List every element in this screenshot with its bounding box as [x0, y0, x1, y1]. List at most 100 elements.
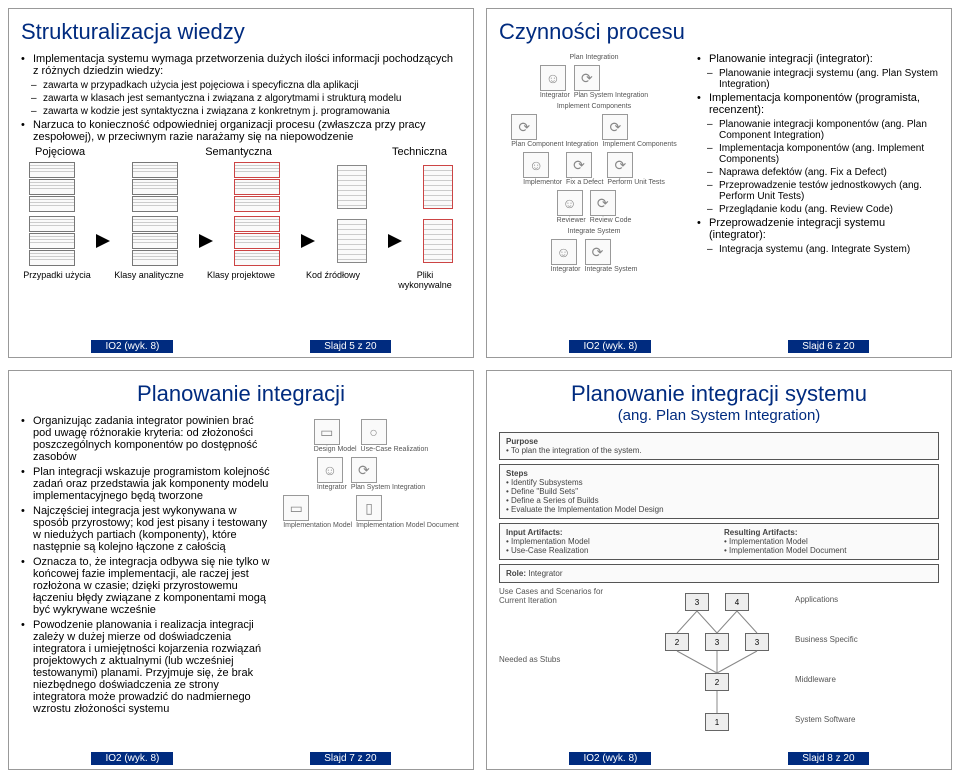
step: Evaluate the Implementation Model Design [511, 505, 664, 514]
step: Define a Series of Builds [511, 496, 599, 505]
arrow-right-icon [96, 234, 110, 248]
slide-footer: IO2 (wyk. 8) Slajd 8 z 20 [487, 752, 951, 765]
activity-icon: ⟳ [566, 152, 592, 178]
sub-bullet: Planowanie integracji systemu (ang. Plan… [697, 68, 939, 90]
doc-icon [423, 219, 453, 263]
artifacts-panel: Input Artifacts: • Implementation Model … [499, 523, 939, 560]
sub-bullet: Integracja systemu (ang. Integrate Syste… [697, 244, 939, 255]
slide-planowanie-integracji: Planowanie integracji Organizując zadani… [8, 370, 474, 770]
label: Klasy projektowe [205, 270, 277, 290]
doc-icon [337, 219, 367, 263]
label: Needed as Stubs [499, 655, 619, 664]
activity-icon: ⟳ [511, 114, 537, 140]
slide-czynnosci: Czynności procesu Plan Integration ☺Inte… [486, 8, 952, 358]
activity-icon: ⟳ [607, 152, 633, 178]
edges-icon [625, 593, 939, 743]
sub-bullet: Naprawa defektów (ang. Fix a Defect) [697, 167, 939, 178]
bullet: Organizując zadania integrator powinien … [21, 415, 273, 463]
arrow-right-icon [199, 234, 213, 248]
activity-icon: ⟳ [585, 239, 611, 265]
node-icon: 3 [685, 593, 709, 611]
sub-bullet: Przeglądanie kodu (ang. Review Code) [697, 204, 939, 215]
bullet: Narzuca to konieczność odpowiedniej orga… [21, 119, 461, 143]
footer-right: Slajd 8 z 20 [788, 752, 868, 765]
bullet: Powodzenie planowania i realizacja integ… [21, 619, 273, 715]
bullet: Implementacja komponentów (programista, … [697, 92, 939, 116]
document-icon: ▯ [356, 495, 382, 521]
layer-label: Middleware [795, 675, 836, 684]
bullet: Implementacja systemu wymaga przetworzen… [21, 53, 461, 77]
label: Kod źródłowy [297, 270, 369, 290]
subtitle-text: (ang. Plan System Integration) [499, 407, 939, 424]
footer-left: IO2 (wyk. 8) [91, 752, 173, 765]
wf-heading: Implement Components [499, 103, 689, 110]
column-headers: Pojęciowa Semantyczna Techniczna [35, 146, 447, 158]
label: Przypadki użycia [21, 270, 93, 290]
role-panel: Role: Integrator [499, 564, 939, 583]
activity-icon: ⟳ [590, 190, 616, 216]
slide-footer: IO2 (wyk. 8) Slajd 5 z 20 [9, 340, 473, 353]
panel-heading: Steps [506, 469, 528, 478]
footer-left: IO2 (wyk. 8) [569, 340, 651, 353]
artifact-icon: ○ [361, 419, 387, 445]
slide-title: Planowanie integracji [21, 381, 461, 407]
sub-bullet: Przeprowadzenie testów jednostkowych (an… [697, 180, 939, 202]
bullet: Przeprowadzenie integracji systemu (inte… [697, 217, 939, 241]
artifact-icon: ▭ [314, 419, 340, 445]
panel-heading: Role: [506, 569, 526, 578]
arrow-right-icon [388, 234, 402, 248]
doc-icon [234, 162, 280, 212]
activity-icon: ⟳ [602, 114, 628, 140]
bullet: Planowanie integracji (integrator): [697, 53, 939, 65]
panel-heading: Purpose [506, 437, 538, 446]
doc-icon [132, 216, 178, 266]
sub-bullet: zawarta w klasach jest semantyczna i zwi… [21, 93, 461, 104]
activity-icon: ⟳ [574, 65, 600, 91]
role-text: Integrator [528, 569, 562, 578]
node-icon: 4 [725, 593, 749, 611]
slide-strukturalizacja: Strukturalizacja wiedzy Implementacja sy… [8, 8, 474, 358]
actor-icon: ☺ [551, 239, 577, 265]
doc-icon [29, 162, 75, 212]
label: Use Cases and Scenarios for Current Iter… [499, 587, 619, 605]
sub-bullet: Planowanie integracji komponentów (ang. … [697, 119, 939, 141]
node-icon: 2 [705, 673, 729, 691]
purpose-panel: Purpose • To plan the integration of the… [499, 432, 939, 460]
artifact-diagram: ▭Design Model ○Use-Case Realization ☺Int… [281, 415, 461, 718]
doc-icon [29, 216, 75, 266]
artifact: Use-Case Realization [511, 546, 588, 555]
node-icon: 1 [705, 713, 729, 731]
footer-right: Slajd 7 z 20 [310, 752, 390, 765]
sub-bullet: Implementacja komponentów (ang. Implemen… [697, 143, 939, 165]
footer-right: Slajd 5 z 20 [310, 340, 390, 353]
actor-icon: ☺ [540, 65, 566, 91]
slide-title: Planowanie integracji systemu (ang. Plan… [499, 381, 939, 424]
doc-icon [132, 162, 178, 212]
wf-heading: Plan Integration [499, 54, 689, 61]
workflow-diagram: Plan Integration ☺Integrator ⟳Plan Syste… [499, 53, 689, 277]
step: Identify Subsystems [511, 478, 583, 487]
slide-planowanie-systemu: Planowanie integracji systemu (ang. Plan… [486, 370, 952, 770]
actor-icon: ☺ [317, 457, 343, 483]
arrow-right-icon [301, 234, 315, 248]
steps-panel: Steps • Identify Subsystems • Define "Bu… [499, 464, 939, 519]
slide-title: Strukturalizacja wiedzy [21, 19, 461, 45]
artifact-icon: ▭ [283, 495, 309, 521]
slide-footer: IO2 (wyk. 8) Slajd 7 z 20 [9, 752, 473, 765]
panel-text: To plan the integration of the system. [511, 446, 642, 455]
diagram-row-top [29, 162, 453, 212]
diagram-labels: Przypadki użycia Klasy analityczne Klasy… [21, 270, 461, 290]
side-labels: Use Cases and Scenarios for Current Iter… [499, 587, 619, 743]
bullet: Najczęściej integracja jest wykonywana w… [21, 505, 273, 553]
title-text: Planowanie integracji systemu [571, 381, 867, 406]
panel-heading: Resulting Artifacts: [724, 528, 798, 537]
diagram-row-arrows [29, 216, 453, 266]
col-header: Semantyczna [205, 146, 272, 158]
footer-left: IO2 (wyk. 8) [91, 340, 173, 353]
artifact: Implementation Model Document [729, 546, 846, 555]
doc-icon [234, 216, 280, 266]
footer-left: IO2 (wyk. 8) [569, 752, 651, 765]
doc-icon [337, 165, 367, 209]
label: Klasy analityczne [113, 270, 185, 290]
layer-diagram: 3 4 Applications 2 3 3 Business Specific… [625, 593, 939, 743]
